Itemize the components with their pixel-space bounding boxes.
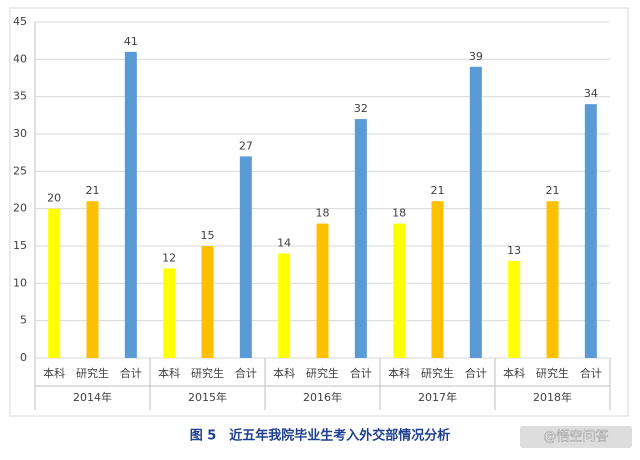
y-tick-label: 35 — [13, 90, 27, 103]
bar — [48, 208, 61, 358]
data-label: 18 — [316, 207, 330, 220]
data-label: 18 — [392, 207, 406, 220]
data-label: 20 — [47, 192, 61, 205]
x-sub-label: 合计 — [235, 366, 257, 380]
y-tick-label: 40 — [13, 52, 27, 65]
x-sub-label: 研究生 — [536, 366, 569, 380]
y-tick-label: 30 — [13, 127, 27, 140]
y-tick-label: 45 — [13, 15, 27, 28]
bar — [393, 223, 406, 358]
y-tick-label: 20 — [13, 202, 27, 215]
x-sub-label: 本科 — [158, 366, 180, 380]
data-label: 15 — [201, 229, 215, 242]
x-group-label: 2015年 — [188, 390, 227, 404]
data-label: 12 — [162, 251, 176, 264]
y-tick-label: 15 — [13, 239, 27, 252]
x-sub-label: 本科 — [273, 366, 295, 380]
x-sub-label: 研究生 — [306, 366, 339, 380]
bar — [201, 246, 214, 358]
bar — [316, 223, 329, 358]
bar — [584, 104, 597, 358]
x-sub-label: 本科 — [43, 366, 65, 380]
y-tick-label: 10 — [13, 276, 27, 289]
x-sub-label: 合计 — [350, 366, 372, 380]
y-tick-label: 5 — [20, 314, 27, 327]
bar — [431, 201, 444, 358]
data-label: 41 — [124, 35, 138, 48]
data-label: 34 — [584, 87, 598, 100]
watermark: @悟空问答 — [543, 429, 608, 445]
data-label: 13 — [507, 244, 521, 257]
data-label: 21 — [86, 184, 100, 197]
data-label: 21 — [546, 184, 560, 197]
x-sub-label: 合计 — [465, 366, 487, 380]
bar — [469, 66, 482, 359]
x-sub-label: 本科 — [503, 366, 525, 380]
watermark-bg — [520, 426, 632, 448]
data-label: 39 — [469, 50, 483, 63]
bar — [508, 260, 521, 358]
x-group-label: 2014年 — [73, 390, 112, 404]
x-sub-label: 合计 — [580, 366, 602, 380]
bar — [239, 156, 252, 358]
bar — [278, 253, 291, 358]
x-sub-label: 研究生 — [76, 366, 109, 380]
x-sub-label: 合计 — [120, 366, 142, 380]
caption: 图 5 近五年我院毕业生考入外交部情况分析 — [190, 428, 451, 444]
y-tick-label: 0 — [20, 351, 27, 364]
x-group-label: 2017年 — [418, 390, 457, 404]
x-group-label: 2016年 — [303, 390, 342, 404]
bar — [163, 268, 176, 358]
x-sub-label: 研究生 — [191, 366, 224, 380]
bar — [354, 119, 367, 358]
x-group-label: 2018年 — [533, 390, 572, 404]
y-tick-label: 25 — [13, 164, 27, 177]
data-label: 21 — [431, 184, 445, 197]
data-label: 14 — [277, 236, 291, 249]
data-label: 32 — [354, 102, 368, 115]
x-sub-label: 本科 — [388, 366, 410, 380]
x-sub-label: 研究生 — [421, 366, 454, 380]
bar — [124, 51, 137, 358]
bar — [546, 201, 559, 358]
bar — [86, 201, 99, 358]
data-label: 27 — [239, 139, 253, 152]
chart-frame — [9, 7, 629, 417]
